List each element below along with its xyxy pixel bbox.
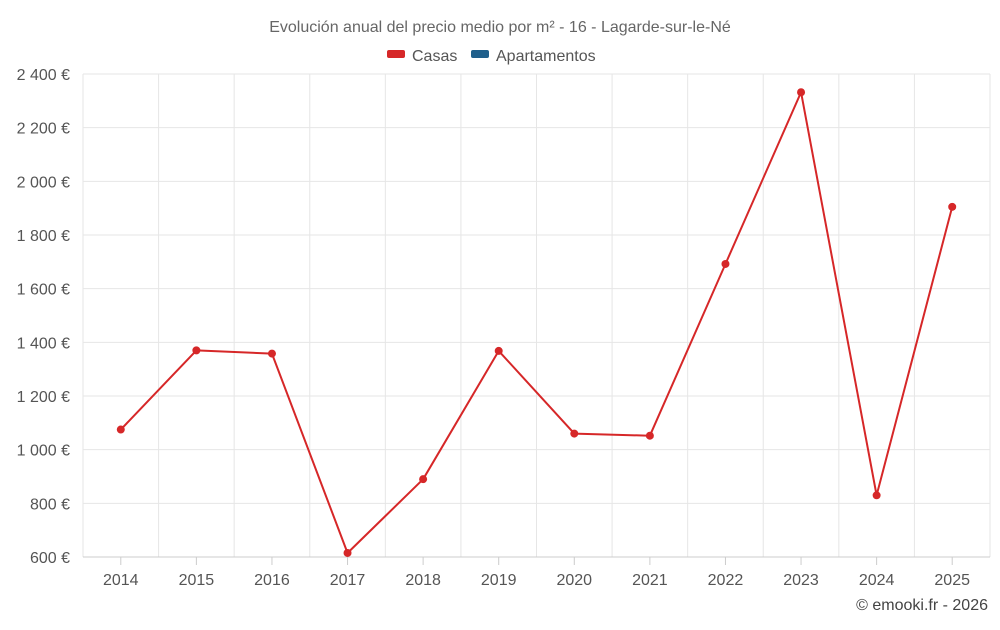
- data-point-casas-2020: [570, 429, 579, 438]
- y-tick-label: 2 000 €: [17, 174, 70, 191]
- data-point-casas-2025: [948, 202, 957, 211]
- legend-label-casas: Casas: [412, 48, 457, 65]
- x-tick-label: 2024: [859, 572, 895, 589]
- y-tick-label: 2 200 €: [17, 121, 70, 138]
- legend-item-apartamentos[interactable]: Apartamentos: [471, 48, 596, 65]
- x-tick-label: 2014: [103, 572, 139, 589]
- data-point-casas-2021: [645, 431, 654, 440]
- legend-label-apartamentos: Apartamentos: [496, 48, 596, 65]
- axes: 600 € 800 € 1 000 € 1 200 € 1 400 € 1 600 € 1 …: [17, 67, 990, 589]
- x-tick-label: 2023: [783, 572, 819, 589]
- series: [116, 88, 957, 557]
- y-tick-label: 1 200 €: [17, 389, 70, 406]
- y-tick-label: 1 000 €: [17, 443, 70, 460]
- data-point-casas-2022: [721, 259, 730, 268]
- x-tick-label: 2016: [254, 572, 290, 589]
- chart-title: Evolución anual del precio medio por m² …: [269, 19, 731, 36]
- data-point-casas-2024: [872, 491, 881, 500]
- grid: [82, 73, 991, 557]
- x-tick-label: 2025: [934, 572, 970, 589]
- legend-swatch-casas: [387, 50, 405, 58]
- credit-text: © emooki.fr - 2026: [856, 597, 988, 614]
- series-line-casas: [120, 91, 954, 554]
- x-tick-label: 2018: [405, 572, 441, 589]
- y-tick-label: 1 800 €: [17, 228, 70, 245]
- legend-swatch-apartamentos: [471, 50, 489, 58]
- y-tick-label: 600 €: [30, 550, 70, 567]
- x-tick-label: 2015: [179, 572, 215, 589]
- y-tick-label: 2 400 €: [17, 67, 70, 84]
- data-point-casas-2019: [494, 346, 503, 355]
- x-tick-label: 2021: [632, 572, 668, 589]
- data-point-casas-2023: [797, 88, 806, 97]
- data-point-casas-2017: [343, 548, 352, 557]
- x-tick-label: 2020: [556, 572, 592, 589]
- y-tick-label: 800 €: [30, 496, 70, 513]
- data-point-casas-2014: [116, 425, 125, 434]
- data-point-casas-2016: [267, 349, 276, 358]
- y-tick-label: 1 600 €: [17, 282, 70, 299]
- data-point-casas-2018: [419, 475, 428, 484]
- data-point-casas-2015: [192, 346, 201, 355]
- legend-item-casas[interactable]: Casas: [387, 48, 457, 65]
- x-tick-label: 2019: [481, 572, 517, 589]
- x-tick-label: 2017: [330, 572, 366, 589]
- x-tick-label: 2022: [708, 572, 744, 589]
- legend: Casas Apartamentos: [387, 48, 596, 65]
- y-tick-label: 1 400 €: [17, 335, 70, 352]
